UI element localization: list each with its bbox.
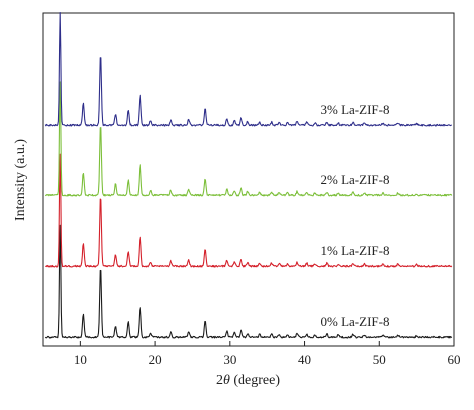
series-line: [44, 81, 453, 197]
series-label: 0% La-ZIF-8: [321, 314, 390, 329]
series-label: 1% La-ZIF-8: [321, 243, 390, 258]
series-line: [44, 224, 453, 339]
x-axis-title: 2θ (degree): [216, 373, 280, 388]
series-label: 2% La-ZIF-8: [321, 172, 390, 187]
series-label: 3% La-ZIF-8: [321, 102, 390, 117]
series-group: [44, 11, 453, 339]
x-tick-label: 40: [298, 352, 311, 367]
x-tick-label: 30: [223, 352, 236, 367]
x-tick-label: 20: [149, 352, 162, 367]
series-line: [44, 11, 452, 127]
plot-frame: [42, 12, 455, 347]
series-line: [45, 153, 453, 268]
series-labels: 0% La-ZIF-8 1% La-ZIF-8 2% La-ZIF-8 3% La-Z…: [321, 102, 390, 329]
x-axis-title-suffix: (degree): [230, 373, 280, 388]
x-tick-label: 10: [74, 352, 87, 367]
x-axis-title-prefix: 2: [216, 373, 223, 388]
x-axis-ticks: 10 20 30 40 50 60: [74, 341, 461, 367]
x-tick-label: 60: [448, 352, 461, 367]
x-tick-label: 50: [373, 352, 386, 367]
y-axis-title: Intensity (a.u.): [13, 139, 28, 221]
x-axis-title-symbol: θ: [223, 373, 230, 388]
